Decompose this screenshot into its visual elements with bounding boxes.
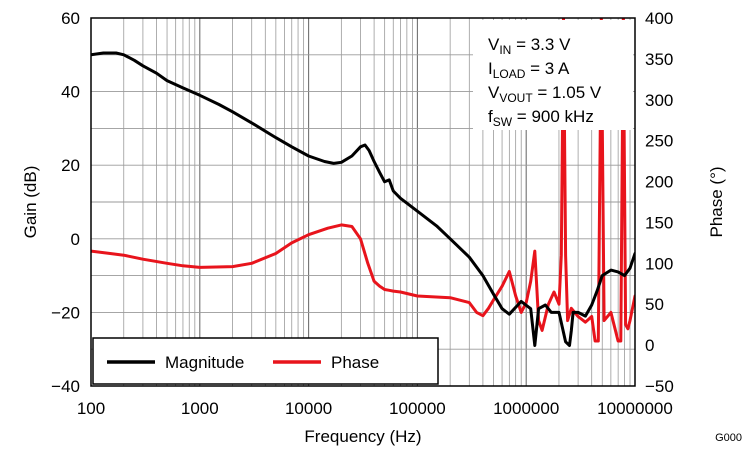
y-left-tick-label: 60 [61,9,80,28]
y-right-tick-label: 0 [645,336,654,355]
y-right-tick-label: 100 [645,254,673,273]
y-left-tick-label: 0 [71,230,80,249]
condition-line: fSW = 900 kHz [488,107,594,129]
condition-line: VVOUT = 1.05 V [488,83,602,105]
condition-line: ILOAD = 3 A [488,59,570,81]
y-left-axis-title: Gain (dB) [21,166,40,239]
x-tick-label: 1000 [181,399,219,418]
condition-line: VIN = 3.3 V [488,35,571,57]
x-tick-label: 10000 [285,399,332,418]
conditions-box-bg [473,20,633,130]
y-right-tick-label: 350 [645,50,673,69]
y-right-tick-label: 400 [645,9,673,28]
y-right-tick-label: 250 [645,132,673,151]
y-right-tick-labels: 400 350 300 250 200 150 100 50 0 −50 [645,9,674,396]
figure-id: G000 [715,432,742,444]
y-left-tick-label: −40 [51,377,80,396]
legend-label-magnitude: Magnitude [165,353,244,372]
x-tick-label: 100000 [389,399,446,418]
y-left-tick-labels: 60 40 20 0 −20 −40 [51,9,80,396]
x-tick-labels: 100 1000 10000 100000 1000000 10000000 [77,399,673,418]
y-right-tick-label: 150 [645,213,673,232]
series-line-magnitude [91,51,635,347]
legend-label-phase: Phase [331,353,379,372]
series-line-phase [91,18,635,343]
x-tick-label: 100 [77,399,105,418]
x-tick-label: 1000000 [493,399,559,418]
x-axis-title: Frequency (Hz) [304,427,421,446]
y-left-tick-label: −20 [51,303,80,322]
x-tick-label: 10000000 [597,399,673,418]
series-layer [91,18,635,347]
plot-frame [90,17,636,387]
y-right-axis-title: Phase (°) [707,166,726,237]
y-left-tick-label: 20 [61,156,80,175]
y-right-tick-label: 50 [645,295,664,314]
y-right-tick-label: 300 [645,91,673,110]
y-right-tick-label: 200 [645,173,673,192]
y-right-tick-label: −50 [645,377,674,396]
y-left-tick-label: 40 [61,83,80,102]
legend: Magnitude Phase [92,337,439,385]
